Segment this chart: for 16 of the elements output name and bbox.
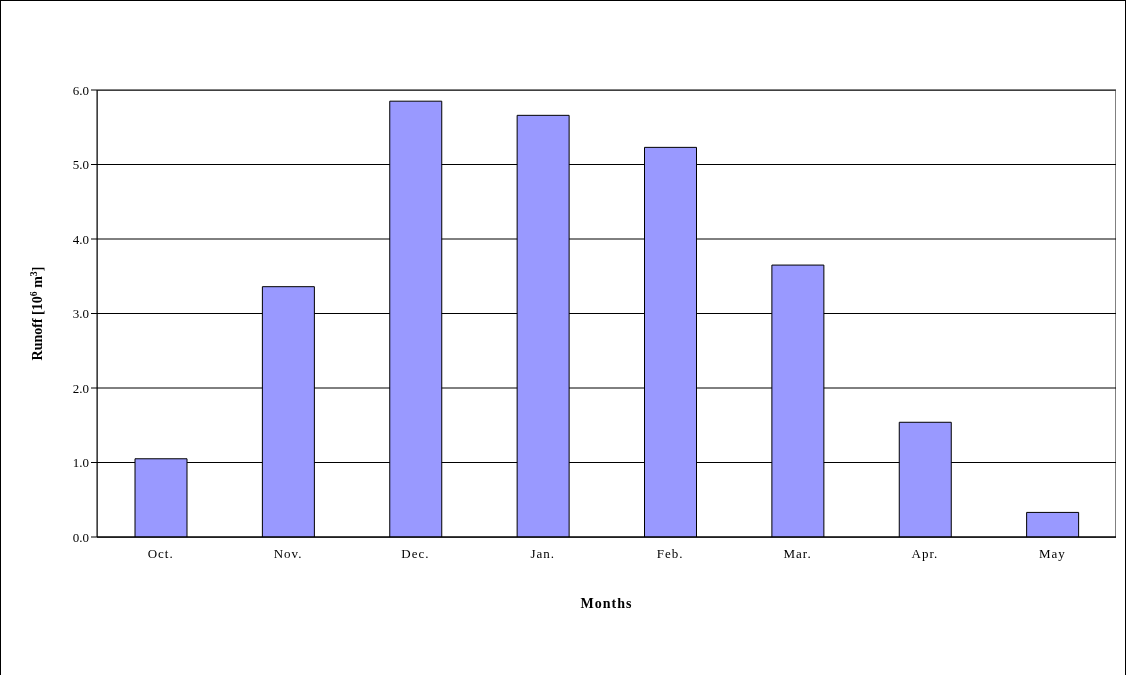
x-tick-label: Jan. <box>530 546 556 562</box>
y-tick-label: 3.0 <box>72 306 89 322</box>
x-tick-label: Dec. <box>401 546 430 562</box>
x-tick-label: Apr. <box>911 546 939 562</box>
y-tick-label: 4.0 <box>72 231 89 247</box>
x-axis-title: Months <box>580 596 633 611</box>
x-tick-label: Feb. <box>656 546 684 562</box>
y-tick-label: 1.0 <box>72 455 89 471</box>
x-tick-label: May <box>1038 546 1066 562</box>
y-tick-label: 5.0 <box>72 157 89 173</box>
y-tick-label: 0.0 <box>72 529 89 545</box>
x-tick-label: Oct. <box>147 546 174 562</box>
y-tick-label: 6.0 <box>72 82 89 98</box>
x-tick-label: Mar. <box>783 546 812 562</box>
x-tick-label: Nov. <box>273 546 303 562</box>
y-tick-label: 2.0 <box>72 380 89 396</box>
